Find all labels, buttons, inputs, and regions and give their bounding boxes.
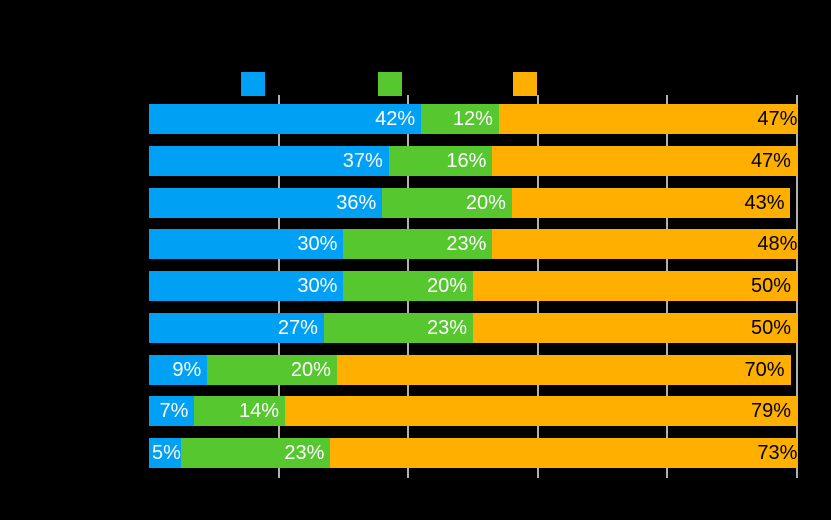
bar-value-label: 12% <box>452 108 493 130</box>
bar-value-label: 9% <box>172 359 202 381</box>
legend-swatch-blue <box>241 72 265 96</box>
bar-value-label: 20% <box>426 275 467 297</box>
bar-segment-orange: 73% <box>330 438 797 468</box>
bar-segment-blue: 9% <box>149 355 208 385</box>
bar-segment-blue: 30% <box>149 271 344 301</box>
bar-value-label: 23% <box>284 442 325 464</box>
bar-value-label: 23% <box>426 317 467 339</box>
bar-value-label: 47% <box>757 108 797 130</box>
bar-row-5: 30% 20% 50% <box>149 271 797 301</box>
bar-value-label: 23% <box>446 233 487 255</box>
bar-segment-orange: 47% <box>498 104 797 134</box>
bar-value-label: 27% <box>277 317 318 339</box>
legend-swatch-orange <box>513 72 537 96</box>
bar-value-label: 36% <box>336 192 377 214</box>
legend-swatch-green <box>378 72 402 96</box>
bar-value-label: 30% <box>297 275 338 297</box>
bar-segment-blue: 30% <box>149 229 344 259</box>
bar-segment-blue: 27% <box>149 313 324 343</box>
bar-segment-green: 23% <box>181 438 331 468</box>
bar-segment-green: 12% <box>421 104 499 134</box>
bar-value-label: 20% <box>465 192 506 214</box>
bar-segment-orange: 50% <box>472 271 797 301</box>
bar-segment-green: 20% <box>207 355 337 385</box>
bar-value-label: 16% <box>446 150 487 172</box>
bar-row-7: 9% 20% 70% <box>149 355 797 385</box>
bar-row-9: 5% 23% 73% <box>149 438 797 468</box>
bar-value-label: 37% <box>342 150 383 172</box>
bar-value-label: 42% <box>375 108 416 130</box>
gridline-100 <box>796 95 798 478</box>
bar-segment-blue: 7% <box>149 396 195 426</box>
bar-row-1: 42% 12% 47% <box>149 104 797 134</box>
bar-segment-orange: 79% <box>285 396 797 426</box>
bar-segment-green: 20% <box>382 188 512 218</box>
bar-value-label: 47% <box>750 150 791 172</box>
bar-segment-blue: 42% <box>149 104 422 134</box>
bar-segment-orange: 48% <box>492 229 797 259</box>
bar-value-label: 50% <box>750 317 791 339</box>
bar-row-3: 36% 20% 43% <box>149 188 797 218</box>
bar-value-label: 73% <box>757 442 797 464</box>
bar-value-label: 50% <box>750 275 791 297</box>
bar-value-label: 48% <box>757 233 797 255</box>
bar-segment-green: 23% <box>323 313 473 343</box>
bar-row-4: 30% 23% 48% <box>149 229 797 259</box>
bar-value-label: 79% <box>750 400 791 422</box>
bar-segment-orange: 47% <box>492 146 797 176</box>
bar-segment-blue: 36% <box>149 188 383 218</box>
bar-value-label: 5% <box>152 442 181 464</box>
bar-segment-green: 14% <box>194 396 286 426</box>
bar-segment-green: 16% <box>388 146 493 176</box>
bar-value-label: 43% <box>744 192 785 214</box>
bar-value-label: 14% <box>239 400 280 422</box>
bar-segment-orange: 70% <box>336 355 791 385</box>
bar-row-2: 37% 16% 47% <box>149 146 797 176</box>
bar-segment-green: 20% <box>343 271 473 301</box>
bar-value-label: 7% <box>159 400 189 422</box>
bar-segment-orange: 50% <box>472 313 797 343</box>
bar-value-label: 20% <box>290 359 331 381</box>
bar-value-label: 70% <box>744 359 785 381</box>
bar-row-6: 27% 23% 50% <box>149 313 797 343</box>
bar-segment-green: 23% <box>343 229 493 259</box>
bar-row-8: 7% 14% 79% <box>149 396 797 426</box>
bar-value-label: 30% <box>297 233 338 255</box>
bar-segment-orange: 43% <box>511 188 791 218</box>
bar-segment-blue: 37% <box>149 146 389 176</box>
bar-segment-blue: 5% <box>149 438 182 468</box>
